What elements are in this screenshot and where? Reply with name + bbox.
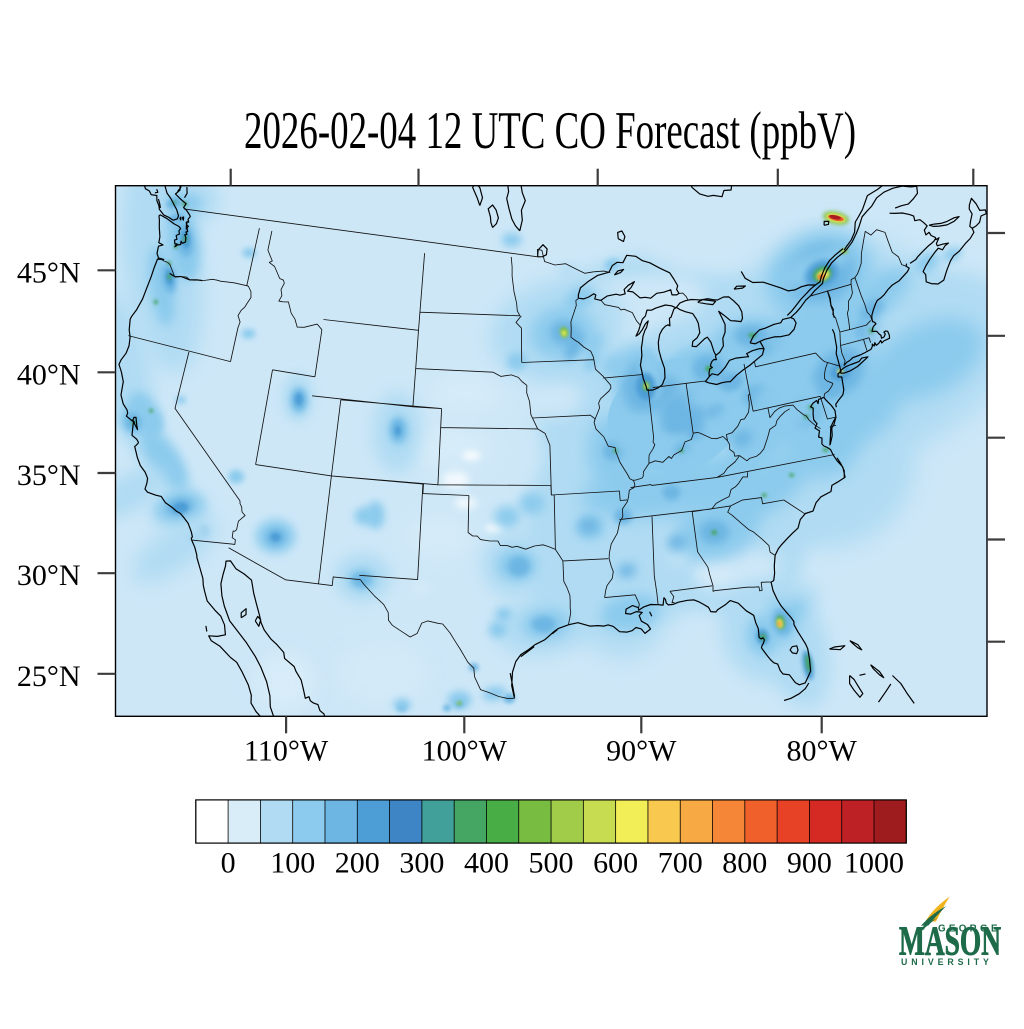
svg-text:90°W: 90°W — [606, 734, 677, 767]
svg-text:0: 0 — [221, 847, 236, 880]
svg-text:30°N: 30°N — [17, 559, 81, 592]
svg-text:200: 200 — [335, 847, 380, 880]
svg-text:45°N: 45°N — [17, 256, 81, 289]
svg-text:600: 600 — [593, 847, 638, 880]
svg-text:100°W: 100°W — [422, 734, 508, 767]
svg-text:100: 100 — [270, 847, 315, 880]
svg-text:35°N: 35°N — [17, 459, 81, 492]
svg-text:GEORGE: GEORGE — [938, 923, 1001, 934]
svg-text:80°W: 80°W — [787, 734, 858, 767]
svg-text:110°W: 110°W — [244, 734, 329, 767]
svg-text:UNIVERSITY: UNIVERSITY — [901, 957, 993, 967]
svg-text:2026-02-04 12 UTC CO Forecast: 2026-02-04 12 UTC CO Forecast (ppbV) — [244, 102, 856, 160]
svg-text:700: 700 — [658, 847, 703, 880]
svg-text:400: 400 — [464, 847, 509, 880]
svg-text:25°N: 25°N — [17, 660, 81, 693]
svg-text:1000: 1000 — [844, 847, 904, 880]
svg-text:900: 900 — [787, 847, 832, 880]
svg-text:800: 800 — [722, 847, 767, 880]
svg-text:40°N: 40°N — [17, 358, 81, 391]
svg-text:MASON: MASON — [899, 918, 1001, 964]
svg-text:500: 500 — [529, 847, 574, 880]
svg-text:300: 300 — [399, 847, 444, 880]
